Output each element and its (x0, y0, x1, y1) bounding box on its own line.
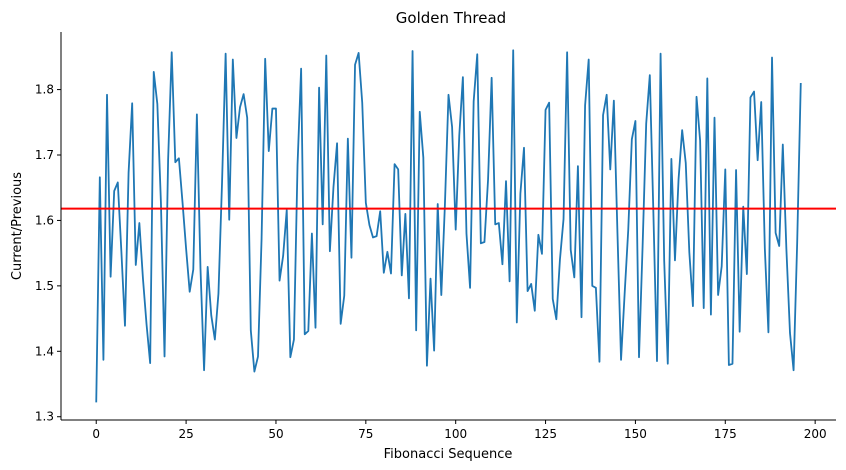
x-tick-label: 200 (804, 427, 827, 441)
chart-title: Golden Thread (396, 9, 506, 27)
y-tick-label: 1.5 (35, 279, 54, 293)
x-tick-label: 25 (178, 427, 193, 441)
y-tick-label: 1.6 (35, 213, 54, 227)
series-layer (95, 49, 802, 403)
x-tick-label: 125 (534, 427, 557, 441)
x-tick-label: 50 (268, 427, 283, 441)
y-tick-label: 1.7 (35, 148, 54, 162)
y-axis-label: Current/Previous (10, 172, 25, 280)
x-tick-label: 150 (624, 427, 647, 441)
y-tick-label: 1.8 (35, 83, 54, 97)
x-tick-label: 100 (444, 427, 467, 441)
y-tick-label: 1.4 (35, 344, 54, 358)
x-ticks: 0 25 50 75 100 125 150 175 200 (92, 420, 827, 441)
x-tick-label: 175 (714, 427, 737, 441)
x-axis-label: Fibonacci Sequence (384, 447, 513, 462)
y-ticks: 1.3 1.4 1.5 1.6 1.7 1.8 (35, 83, 61, 424)
x-tick-label: 75 (358, 427, 373, 441)
y-tick-label: 1.3 (35, 410, 54, 424)
x-tick-label: 0 (92, 427, 100, 441)
series-line-0 (95, 49, 802, 403)
